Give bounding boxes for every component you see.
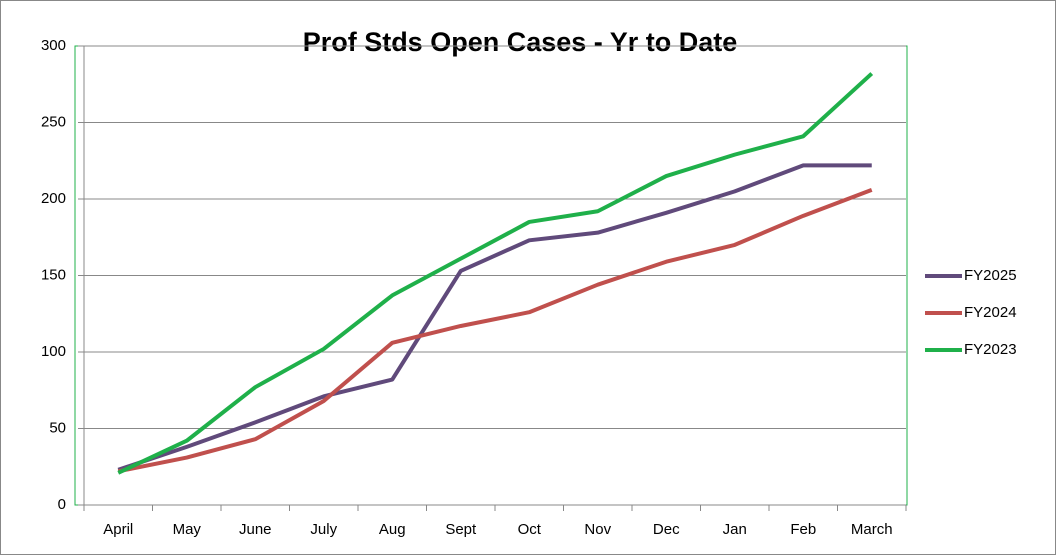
legend-label: FY2024	[964, 304, 1017, 321]
series-line	[117, 187, 873, 474]
y-tick-label: 100	[41, 343, 66, 360]
x-tick-label: Sept	[445, 521, 477, 538]
legend-label: FY2023	[964, 341, 1017, 358]
x-tick-label: July	[310, 521, 337, 538]
x-tick-label: Aug	[379, 521, 406, 538]
x-tick-label: Dec	[653, 521, 680, 538]
x-tick-label: March	[851, 521, 893, 538]
y-tick-label: 50	[49, 419, 66, 436]
y-tick-label: 0	[58, 496, 66, 513]
x-tick-label: Nov	[584, 521, 611, 538]
y-tick-label: 150	[41, 266, 66, 283]
x-tick-label: Oct	[518, 521, 542, 538]
legend-label: FY2025	[964, 267, 1017, 284]
series-line	[117, 163, 872, 472]
y-tick-label: 200	[41, 190, 66, 207]
chart-title: Prof Stds Open Cases - Yr to Date	[303, 27, 738, 57]
x-tick-label: June	[239, 521, 272, 538]
y-tick-label: 250	[41, 113, 66, 130]
y-tick-label: 300	[41, 37, 66, 54]
x-tick-label: April	[103, 521, 133, 538]
x-tick-label: Feb	[790, 521, 816, 538]
x-tick-label: Jan	[723, 521, 747, 538]
series-line	[117, 72, 874, 475]
x-tick-label: May	[173, 521, 202, 538]
